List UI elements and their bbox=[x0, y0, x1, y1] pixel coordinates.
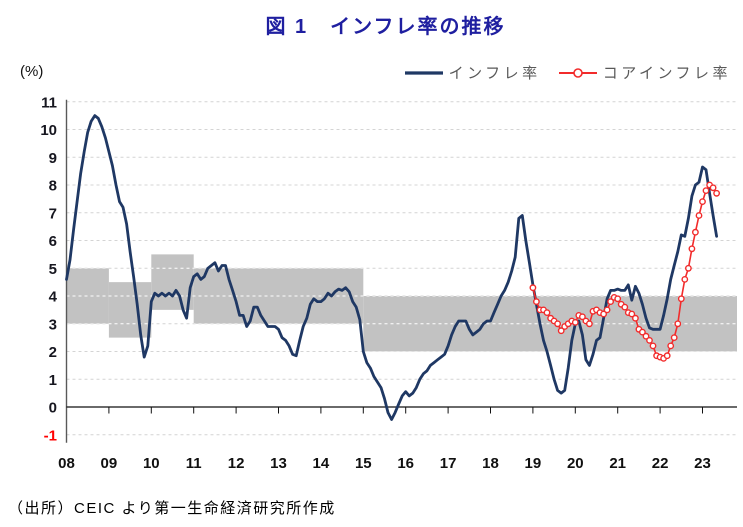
svg-text:2: 2 bbox=[49, 344, 57, 361]
y-axis-unit-label: (%) bbox=[20, 63, 44, 80]
source-note: （出所）CEIC より第一生命経済研究所作成 bbox=[8, 500, 336, 517]
svg-text:19: 19 bbox=[525, 455, 542, 472]
core-inflation-line-swatch bbox=[558, 67, 597, 78]
svg-text:4: 4 bbox=[49, 289, 58, 306]
svg-text:6: 6 bbox=[49, 233, 57, 250]
svg-text:08: 08 bbox=[58, 455, 75, 472]
svg-text:09: 09 bbox=[101, 455, 118, 472]
svg-text:11: 11 bbox=[41, 94, 57, 111]
svg-text:10: 10 bbox=[40, 122, 57, 139]
svg-text:11: 11 bbox=[186, 455, 202, 472]
x-axis-ticks bbox=[108, 407, 703, 414]
svg-text:16: 16 bbox=[397, 455, 414, 472]
svg-text:22: 22 bbox=[652, 455, 669, 472]
legend-label-inflation: インフレ率 bbox=[448, 65, 541, 82]
page-title: 図 1 インフレ率の推移 bbox=[265, 16, 506, 38]
svg-text:21: 21 bbox=[609, 455, 626, 472]
svg-text:8: 8 bbox=[49, 178, 57, 195]
legend-item-inflation: インフレ率 bbox=[403, 62, 541, 83]
chart-legend: インフレ率 コアインフレ率 bbox=[403, 62, 731, 83]
svg-text:1: 1 bbox=[49, 372, 57, 389]
y-axis-tick-labels: -1 0 1 2 3 4 5 6 7 8 9 10 11 bbox=[40, 94, 57, 444]
svg-text:12: 12 bbox=[228, 455, 245, 472]
svg-text:20: 20 bbox=[567, 455, 584, 472]
svg-text:0: 0 bbox=[49, 400, 57, 417]
inflation-target-band bbox=[66, 254, 737, 352]
svg-text:14: 14 bbox=[313, 455, 330, 472]
svg-text:17: 17 bbox=[440, 455, 457, 472]
svg-text:7: 7 bbox=[49, 205, 57, 222]
legend-label-core-inflation: コアインフレ率 bbox=[602, 65, 731, 82]
svg-text:10: 10 bbox=[143, 455, 160, 472]
legend-item-core-inflation: コアインフレ率 bbox=[557, 62, 731, 83]
svg-text:9: 9 bbox=[49, 150, 57, 167]
core-inflation-swatch-marker-icon bbox=[572, 67, 583, 78]
svg-text:-1: -1 bbox=[44, 427, 57, 444]
svg-text:3: 3 bbox=[49, 316, 57, 333]
svg-text:23: 23 bbox=[694, 455, 711, 472]
svg-text:18: 18 bbox=[482, 455, 499, 472]
series-inflation-line bbox=[65, 114, 718, 421]
series-core-inflation-markers bbox=[529, 181, 720, 362]
svg-text:15: 15 bbox=[355, 455, 372, 472]
x-axis-tick-labels: 08 09 10 11 12 13 14 15 16 17 18 19 20 21 22 23 bbox=[58, 455, 711, 472]
inflation-line-swatch bbox=[404, 70, 443, 75]
svg-text:13: 13 bbox=[270, 455, 287, 472]
svg-text:5: 5 bbox=[49, 261, 57, 278]
